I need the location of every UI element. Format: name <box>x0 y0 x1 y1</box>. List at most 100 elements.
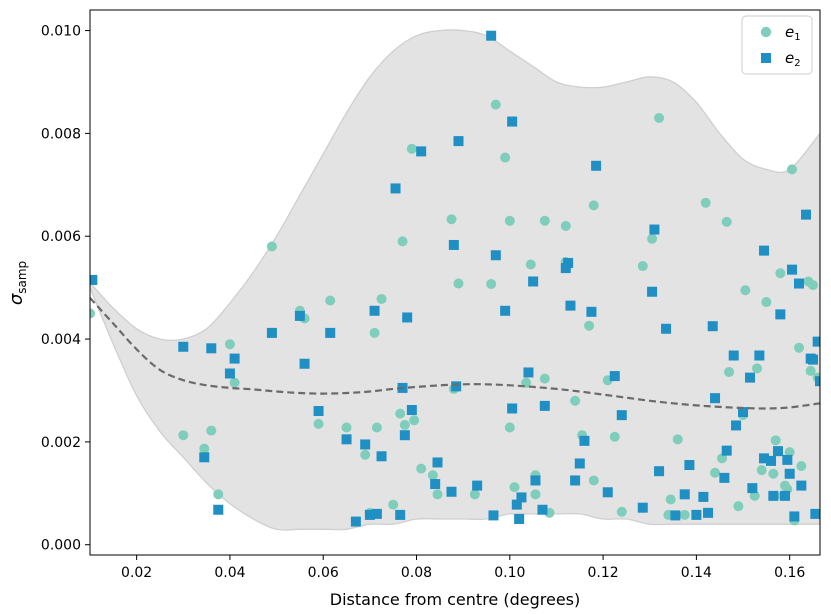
e1-point <box>761 297 772 308</box>
e2-point <box>402 312 413 323</box>
e1-point <box>530 489 541 500</box>
e2-point <box>325 327 336 338</box>
e2-point <box>199 452 210 463</box>
e2-point <box>721 445 732 456</box>
e1-point <box>570 395 581 406</box>
e1-point <box>539 373 550 384</box>
e1-point <box>700 197 711 208</box>
legend-box <box>741 15 813 75</box>
e2-point <box>516 492 527 503</box>
e2-point <box>679 489 690 500</box>
e2-point <box>528 276 539 287</box>
e2-point <box>560 263 571 274</box>
e2-point <box>684 460 695 471</box>
e1-point <box>504 215 515 226</box>
e2-point <box>229 353 240 364</box>
e1-point <box>446 214 457 225</box>
e2-point <box>376 451 387 462</box>
e2-point <box>395 509 406 520</box>
e1-point <box>672 434 683 445</box>
e1-point <box>371 422 382 433</box>
e2-point <box>514 514 525 525</box>
e2-point <box>691 509 702 520</box>
y-tick-label: 0.010 <box>41 24 81 40</box>
e2-point <box>637 502 648 513</box>
e2-point <box>707 321 718 332</box>
e2-point <box>787 264 798 275</box>
x-tick-label: 0.14 <box>681 565 712 581</box>
e1-point <box>369 327 380 338</box>
e2-point <box>490 250 501 261</box>
e1-point <box>770 435 781 446</box>
e2-point <box>507 116 518 127</box>
e2-point <box>759 453 770 464</box>
e1-point <box>752 363 763 374</box>
e1-point <box>341 422 352 433</box>
e2-point <box>224 368 235 379</box>
e1-point <box>178 430 189 441</box>
e2-point <box>299 358 310 369</box>
e1-point <box>724 366 735 377</box>
e1-point <box>509 482 520 493</box>
e1-point <box>432 489 443 500</box>
e1-point <box>584 320 595 331</box>
e1-point <box>796 461 807 472</box>
e1-point <box>784 447 795 458</box>
e2-point <box>815 376 820 387</box>
e1-point <box>710 467 721 478</box>
e1-point <box>399 419 410 430</box>
e1-point <box>525 259 536 270</box>
e1-point <box>406 143 417 154</box>
legend: e1 e2 <box>741 15 813 75</box>
e2-point <box>810 508 820 519</box>
e1-point <box>206 425 217 436</box>
plot-area <box>90 29 820 531</box>
e1-point <box>224 339 235 350</box>
e2-point <box>448 239 459 250</box>
e1-point <box>637 261 648 272</box>
e1-point <box>213 489 224 500</box>
e2-point <box>178 341 189 352</box>
e1-point <box>266 241 277 252</box>
e2-point <box>500 305 511 316</box>
e2-point <box>794 278 805 289</box>
e1-point <box>539 215 550 226</box>
e1-point <box>500 152 511 163</box>
e2-point <box>773 446 784 457</box>
e1-point <box>588 200 599 211</box>
e1-point <box>768 468 779 479</box>
x-tick-label: 0.08 <box>401 565 432 581</box>
e1-point <box>453 278 464 289</box>
x-axis-label: Distance from centre (degrees) <box>330 590 580 609</box>
e2-point <box>539 400 550 411</box>
e1-point <box>787 164 798 175</box>
e1-point <box>717 453 728 464</box>
y-axis-label: σsamp <box>6 261 29 305</box>
e2-point <box>371 508 382 519</box>
x-tick-label: 0.06 <box>308 565 339 581</box>
y-tick-label: 0.002 <box>41 435 81 451</box>
e2-point <box>511 499 522 510</box>
e2-point <box>759 245 770 256</box>
e2-point <box>796 480 807 491</box>
e2-point <box>530 475 541 486</box>
y-axis-label-main: σ <box>6 293 27 305</box>
e1-point <box>616 506 627 517</box>
e1-point <box>409 415 420 426</box>
e1-point <box>90 308 95 319</box>
e2-point <box>432 457 443 468</box>
e1-point <box>395 408 406 419</box>
e2-point <box>206 343 217 354</box>
e1-point <box>376 293 387 304</box>
e1-point <box>740 285 751 296</box>
e2-point <box>719 472 730 483</box>
e1-point <box>721 216 732 227</box>
e1-point <box>775 268 786 279</box>
e2-point <box>507 403 518 414</box>
e2-point <box>745 372 756 383</box>
e2-point <box>341 434 352 445</box>
e1-point <box>490 99 501 110</box>
e2-point <box>446 486 457 497</box>
e2-point <box>313 406 324 417</box>
x-tick-label: 0.12 <box>588 565 619 581</box>
